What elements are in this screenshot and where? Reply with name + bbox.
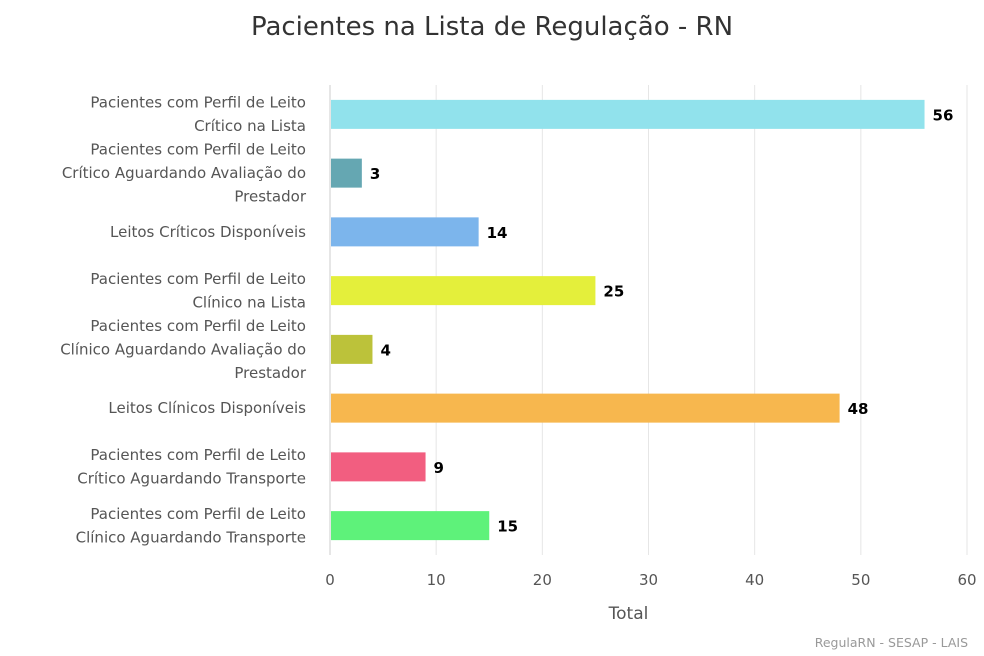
category-label: Clínico Aguardando Transporte (76, 528, 306, 546)
data-label: 14 (487, 224, 508, 242)
bar[interactable] (331, 276, 596, 306)
category-label: Crítico Aguardando Avaliação do (62, 164, 306, 182)
data-label: 4 (380, 341, 390, 359)
category-label: Pacientes com Perfil de Leito (90, 317, 306, 335)
data-label: 3 (370, 165, 380, 183)
category-label: Pacientes com Perfil de Leito (90, 94, 306, 112)
category-label: Pacientes com Perfil de Leito (90, 505, 306, 523)
chart-title: Pacientes na Lista de Regulação - RN (250, 12, 734, 42)
bar[interactable] (331, 99, 925, 129)
x-tick-label: 30 (639, 571, 658, 589)
category-label: Clínico na Lista (192, 293, 306, 311)
data-label: 56 (933, 106, 954, 124)
category-label: Crítico na Lista (194, 117, 306, 135)
category-label: Prestador (234, 364, 306, 382)
data-label: 48 (848, 400, 869, 418)
data-label: 9 (434, 459, 444, 477)
category-label: Prestador (234, 188, 306, 206)
category-label: Pacientes com Perfil de Leito (90, 141, 306, 159)
x-tick-label: 10 (427, 571, 446, 589)
chart-credit[interactable]: RegulaRN - SESAP - LAIS (814, 635, 968, 650)
category-label: Leitos Críticos Disponíveis (110, 223, 306, 241)
data-label: 15 (497, 518, 518, 536)
x-tick-label: 20 (533, 571, 552, 589)
bar[interactable] (331, 511, 490, 541)
bar[interactable] (331, 158, 362, 188)
category-label: Crítico Aguardando Transporte (77, 470, 306, 488)
bar[interactable] (331, 452, 426, 482)
x-tick-label: 0 (325, 571, 335, 589)
x-tick-label: 40 (745, 571, 764, 589)
x-axis-title: Total (608, 604, 649, 624)
data-label: 25 (603, 283, 624, 301)
x-tick-label: 50 (851, 571, 870, 589)
category-label: Pacientes com Perfil de Leito (90, 446, 306, 464)
category-label: Leitos Clínicos Disponíveis (108, 399, 306, 417)
x-tick-label: 60 (957, 571, 976, 589)
category-label: Pacientes com Perfil de Leito (90, 270, 306, 288)
bar[interactable] (331, 393, 840, 423)
category-label: Clínico Aguardando Avaliação do (60, 340, 306, 358)
bar[interactable] (331, 334, 373, 364)
bar[interactable] (331, 217, 479, 247)
